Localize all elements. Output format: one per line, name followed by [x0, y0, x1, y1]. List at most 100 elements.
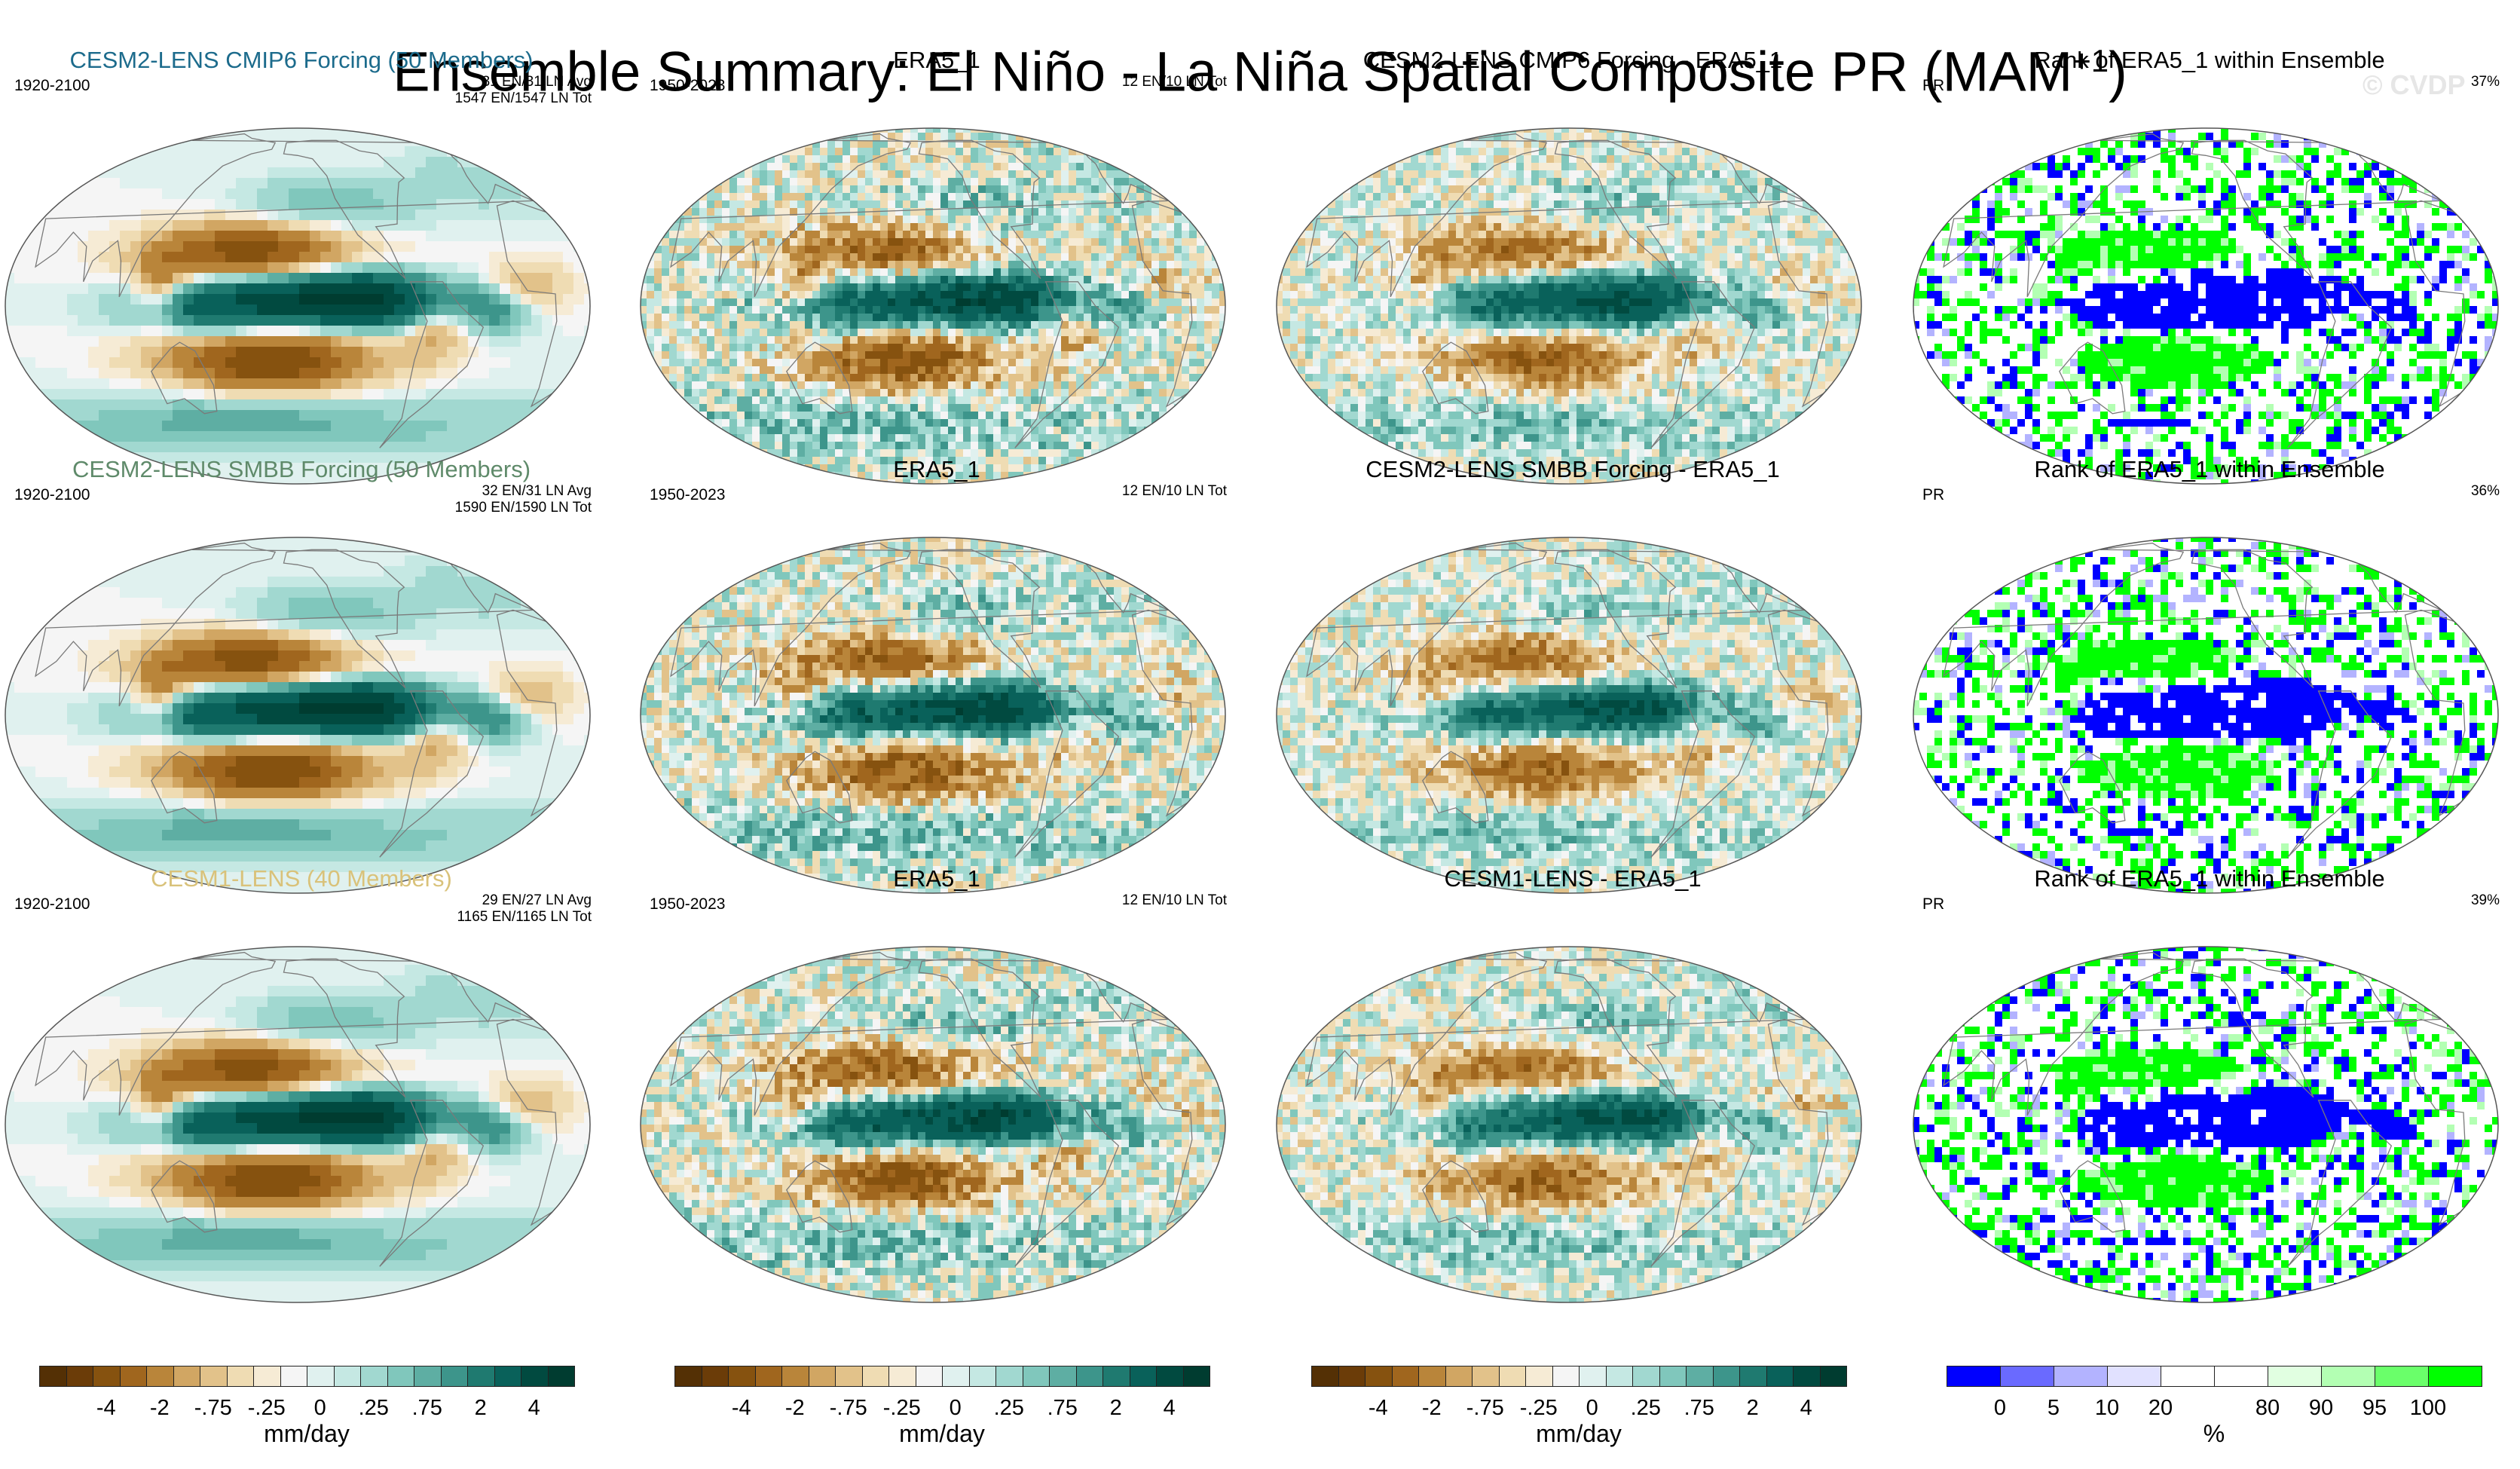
field-cell [1772, 178, 1781, 186]
field-cell [873, 404, 881, 412]
field-cell [873, 374, 881, 382]
field-cell [707, 329, 715, 337]
field-cell [797, 344, 806, 352]
field-cell [775, 208, 783, 216]
field-cell [827, 314, 836, 322]
field-cell [194, 273, 205, 284]
field-cell [692, 321, 700, 329]
field-cell [971, 246, 979, 254]
field-cell [677, 268, 685, 277]
field-cell [1644, 163, 1653, 171]
field-cell [812, 223, 821, 231]
field-cell [542, 326, 553, 337]
field-cell [1001, 329, 1009, 337]
field-cell [1046, 268, 1054, 277]
field-cell [1159, 314, 1167, 322]
field-cell [99, 357, 110, 369]
field-cell [843, 208, 851, 216]
field-cell [858, 178, 866, 186]
field-cell [1106, 336, 1115, 344]
field-cell [662, 366, 670, 375]
field-cell [436, 378, 448, 390]
field-cell [1167, 276, 1175, 284]
field-cell [662, 298, 670, 307]
field-cell [986, 148, 994, 156]
field-cell [963, 208, 971, 216]
field-cell [1197, 276, 1205, 284]
field-cell [880, 155, 888, 164]
field-cell [1091, 185, 1099, 194]
field-cell [662, 336, 670, 344]
field-cell [331, 326, 342, 337]
field-cell [341, 252, 353, 263]
field-cell [5, 315, 15, 326]
field-cell [1569, 185, 1577, 194]
field-cell [384, 305, 395, 316]
field-cell [745, 381, 753, 390]
field-cell [1629, 133, 1638, 141]
field-cell [1016, 314, 1024, 322]
field-cell [858, 268, 866, 277]
field-cell [752, 283, 760, 292]
field-cell [500, 283, 511, 295]
field-cell [1765, 178, 1773, 186]
field-cell [1099, 246, 1107, 254]
field-cell [373, 188, 384, 200]
field-cell [1099, 314, 1107, 322]
field-cell [1054, 298, 1062, 307]
field-cell [722, 223, 730, 231]
field-cell [820, 298, 828, 307]
field-cell [331, 199, 342, 210]
field-cell [888, 412, 896, 420]
field-cell [289, 336, 300, 347]
field-cell [1023, 238, 1032, 246]
field-cell [986, 291, 994, 299]
field-cell [782, 442, 791, 450]
field-cell [782, 412, 791, 420]
field-cell [1061, 238, 1069, 246]
field-cell [782, 283, 791, 292]
field-cell [1114, 276, 1122, 284]
field-cell [415, 188, 427, 200]
field-cell [850, 434, 858, 442]
field-cell [925, 216, 934, 224]
field-cell [918, 298, 926, 307]
field-cell [1197, 359, 1205, 367]
field-cell [35, 378, 47, 390]
field-cell [278, 262, 289, 274]
field-cell [903, 238, 911, 246]
field-cell [341, 220, 353, 231]
field-cell [993, 170, 1002, 179]
field-cell [1501, 170, 1509, 179]
field-cell [1016, 208, 1024, 216]
field-cell [289, 241, 300, 252]
field-cell [510, 389, 521, 400]
field-cell [151, 431, 163, 442]
field-cell [873, 344, 881, 352]
field-cell [858, 193, 866, 201]
field-cell [120, 389, 131, 400]
field-cell [1182, 321, 1190, 329]
field-cell [1054, 427, 1062, 435]
field-cell [1433, 178, 1442, 186]
field-cell [737, 366, 745, 375]
field-cell [1121, 427, 1130, 435]
field-cell [654, 231, 662, 239]
field-cell [468, 305, 479, 316]
field-cell [737, 276, 745, 284]
field-cell [1061, 306, 1069, 314]
field-cell [737, 193, 745, 201]
field-cell [1144, 298, 1152, 307]
field-cell [827, 231, 836, 239]
field-cell [500, 220, 511, 231]
field-cell [299, 305, 310, 316]
field-cell [677, 381, 685, 390]
field-cell [752, 155, 760, 164]
field-cell [1046, 155, 1054, 164]
field-cell [352, 128, 363, 136]
field-cell [1084, 434, 1092, 442]
field-cell [1046, 216, 1054, 224]
field-cell [805, 261, 813, 269]
field-cell [215, 431, 226, 442]
field-cell [320, 157, 332, 168]
